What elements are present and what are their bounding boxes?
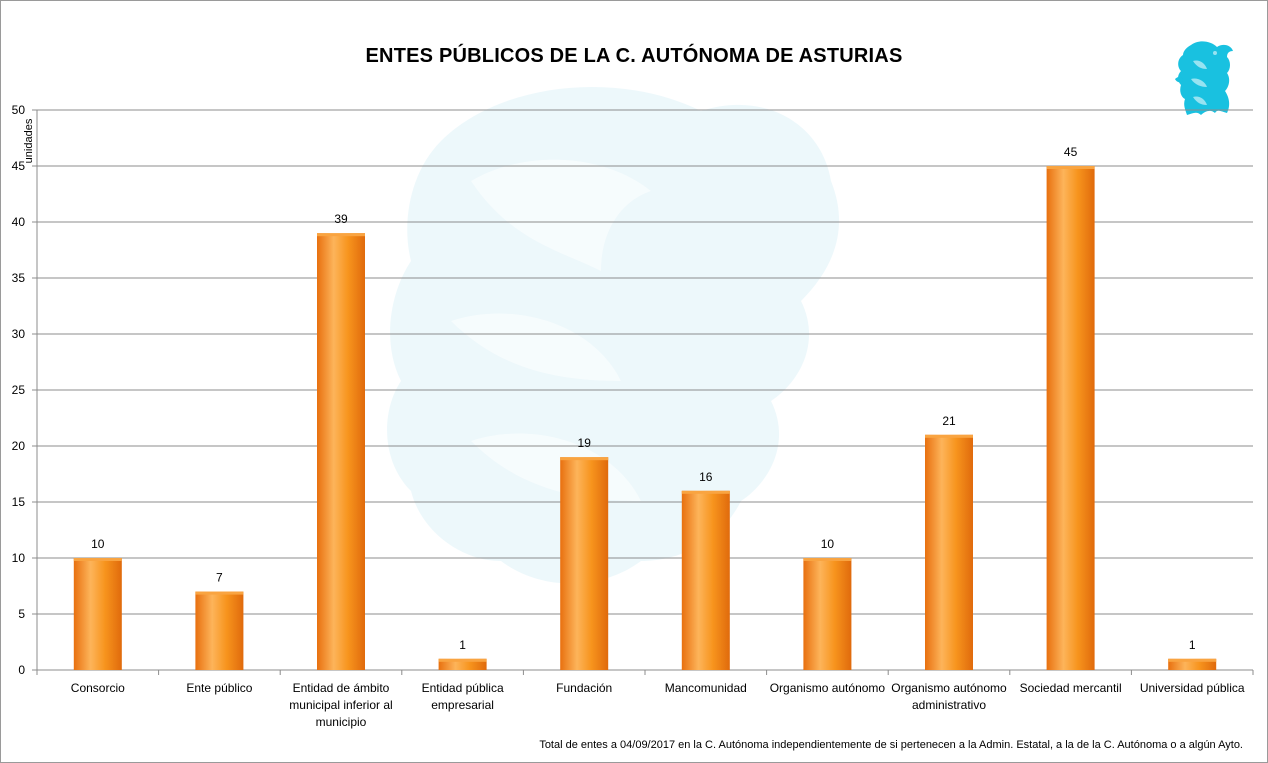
watermark-emblem [387,87,840,584]
y-tick-label: 30 [12,327,26,341]
bar [1046,166,1095,670]
data-label: 19 [578,436,592,450]
bar [195,591,244,670]
watermark-shape [387,87,840,584]
bar [803,558,852,670]
bar-top [1046,166,1095,169]
chart-title: ENTES PÚBLICOS DE LA C. AUTÓNOMA DE ASTU… [365,45,903,67]
watermark-detail [471,159,651,271]
y-tick-label: 0 [18,663,25,677]
x-category-label: Entidad pública empresarial [422,681,504,712]
bar [925,434,973,670]
bar-top [438,658,487,662]
bar-top [560,457,609,461]
bar [438,658,487,670]
y-tick-label: 5 [18,607,25,621]
x-category-label: Organismo autónomo administrativo [891,681,1007,712]
data-label: 1 [459,638,466,652]
footnote: Total de entes a 04/09/2017 en la C. Aut… [539,739,1243,751]
y-tick-label: 50 [12,103,26,117]
y-tick-label: 35 [12,271,26,285]
bar-top [925,434,973,438]
bar [1168,658,1217,670]
y-tick-label: 25 [12,383,26,397]
bars [73,166,1217,670]
bar-top [73,558,122,561]
bar [681,490,730,670]
x-category-label: Fundación [556,681,612,695]
bar-top [803,558,852,561]
data-label: 1 [1189,638,1196,652]
y-tick-label: 45 [12,159,26,173]
griffin-logo-icon [1175,41,1233,115]
data-label: 39 [334,212,348,226]
x-category-labels: Consorcio Ente público Entidad de ámbito mu… [71,681,1245,729]
x-category-label: Entidad de ámbito municipal inferior al mu… [289,681,392,729]
x-category-label: Sociedad mercantil [1020,681,1122,695]
y-tick-label: 40 [12,215,26,229]
bar [560,457,609,670]
bar [73,558,122,670]
x-category-label: Organismo autónomo [770,681,886,695]
bar-top [1168,658,1217,662]
watermark-detail [451,313,621,381]
y-tick-labels: 0 5 10 15 20 25 30 35 40 45 50 [12,103,26,677]
data-label: 21 [942,414,956,428]
bar-top [681,490,730,494]
data-label: 7 [216,571,223,585]
data-label: 10 [821,537,835,551]
data-labels: 10 7 39 1 19 16 10 21 45 1 [91,145,1196,652]
x-category-label: Consorcio [71,681,125,695]
data-label: 10 [91,537,105,551]
y-tick-label: 10 [12,551,26,565]
data-label: 45 [1064,145,1078,159]
x-category-label: Mancomunidad [665,681,747,695]
y-axis-label: unidades [23,118,35,163]
data-label: 16 [699,470,713,484]
bar-top [195,591,244,595]
y-tick-label: 20 [12,439,26,453]
x-category-label: Ente público [186,681,252,695]
bar-top [317,233,365,237]
y-tick-label: 15 [12,495,26,509]
x-category-label: Universidad pública [1140,681,1245,695]
bar [317,233,365,670]
